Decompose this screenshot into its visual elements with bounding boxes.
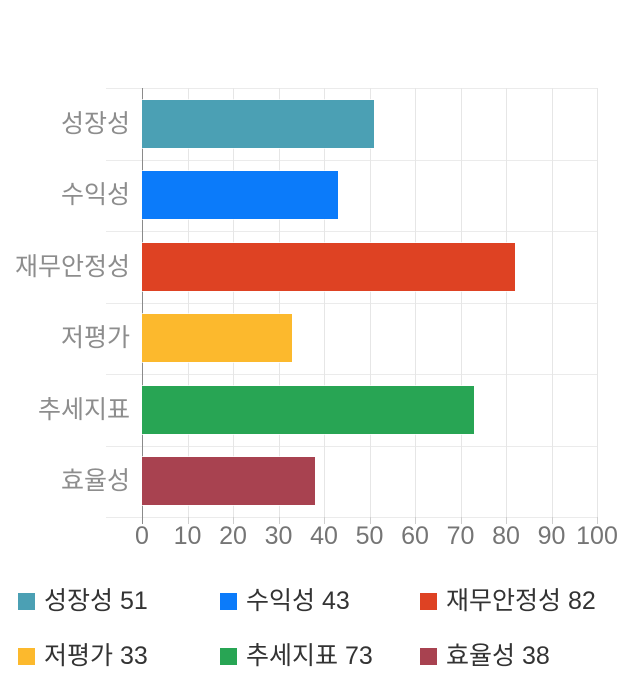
bar-3[interactable] <box>142 314 293 363</box>
gridline-vertical <box>324 88 325 517</box>
x-tick-label: 100 <box>576 522 618 550</box>
category-label: 추세지표 <box>37 395 130 424</box>
x-tick-label: 60 <box>401 522 429 550</box>
bar-1[interactable] <box>142 171 338 220</box>
x-tick-mark <box>324 517 325 524</box>
gridline-horizontal <box>106 159 597 161</box>
gridline-vertical <box>551 88 553 517</box>
legend-label: 성장성 51 <box>44 587 148 615</box>
x-tick-label: 10 <box>173 522 202 550</box>
bar-4[interactable] <box>142 385 475 434</box>
x-tick-label: 70 <box>446 522 475 550</box>
gridline-horizontal <box>106 231 597 232</box>
gridline-vertical <box>597 88 598 517</box>
gridline-vertical <box>233 88 234 517</box>
category-label: 저평가 <box>60 324 130 353</box>
x-tick-mark <box>460 517 462 524</box>
legend-item[interactable]: 저평가 33 <box>18 643 148 669</box>
legend-swatch-icon <box>18 647 35 665</box>
legend-item[interactable]: 성장성 51 <box>18 588 148 614</box>
x-tick-mark <box>233 517 234 524</box>
legend-swatch-icon <box>220 647 237 665</box>
legend-item[interactable]: 재무안정성 82 <box>420 588 596 614</box>
legend-label: 저평가 33 <box>44 642 148 670</box>
gridline-vertical <box>369 88 371 517</box>
gridline-vertical <box>187 88 189 517</box>
y-axis-line <box>142 88 143 524</box>
bar-5[interactable] <box>142 457 315 506</box>
gridline-vertical <box>278 88 280 517</box>
x-tick-label: 0 <box>135 522 149 550</box>
x-tick-mark <box>551 517 553 524</box>
gridline-horizontal <box>106 374 597 375</box>
gridline-horizontal <box>106 517 597 518</box>
x-tick-label: 40 <box>310 522 338 550</box>
x-tick-label: 20 <box>219 522 247 550</box>
x-tick-mark <box>369 517 371 524</box>
bar-0[interactable] <box>142 99 375 148</box>
legend-item[interactable]: 추세지표 73 <box>220 643 373 669</box>
category-label: 효율성 <box>60 467 130 496</box>
x-tick-label: 30 <box>264 522 293 550</box>
gridline-horizontal <box>106 445 597 447</box>
legend-swatch-icon <box>420 647 437 665</box>
legend-swatch-icon <box>420 592 437 610</box>
x-tick-label: 50 <box>355 522 384 550</box>
x-tick-mark <box>278 517 280 524</box>
legend-item[interactable]: 수익성 43 <box>220 588 350 614</box>
gridline-horizontal <box>106 88 597 89</box>
legend-label: 효율성 38 <box>446 642 550 670</box>
category-label: 재무안정성 <box>14 252 130 281</box>
gridline-horizontal <box>106 302 597 304</box>
x-tick-mark <box>506 517 507 524</box>
category-label: 수익성 <box>60 181 130 210</box>
legend-item[interactable]: 효율성 38 <box>420 643 550 669</box>
bar-2[interactable] <box>142 242 516 291</box>
gridline-vertical <box>506 88 507 517</box>
x-tick-mark <box>597 517 598 524</box>
x-tick-mark <box>187 517 189 524</box>
legend-swatch-icon <box>220 592 237 610</box>
legend-label: 추세지표 73 <box>246 642 373 670</box>
category-label: 성장성 <box>60 109 130 138</box>
legend-swatch-icon <box>18 592 35 610</box>
gridline-vertical <box>460 88 462 517</box>
x-tick-label: 90 <box>537 522 566 550</box>
legend-label: 수익성 43 <box>246 587 350 615</box>
x-tick-mark <box>415 517 416 524</box>
x-tick-label: 80 <box>492 522 520 550</box>
gridline-vertical <box>415 88 416 517</box>
legend-label: 재무안정성 82 <box>446 587 596 615</box>
